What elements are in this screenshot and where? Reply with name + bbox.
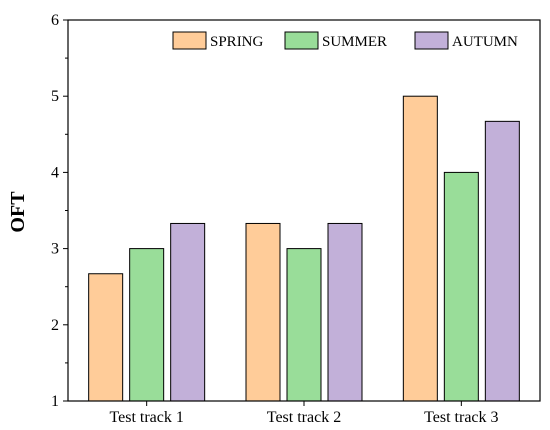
bar-autumn-1 [170, 222, 206, 402]
y-axis-label: OFT [7, 191, 29, 233]
y-tick-label: 5 [51, 88, 59, 105]
bar-autumn-2 [327, 222, 363, 402]
bar-spring-3 [402, 95, 438, 402]
axes-group: Test track 1 Test track 2 Test track 3 1 2 3 4… [51, 12, 541, 426]
legend: SPRING SUMMER AUTUMN [172, 31, 518, 50]
legend-swatch-spring [172, 31, 207, 50]
bar-summer-3 [443, 171, 479, 402]
y-tick-label: 3 [51, 241, 59, 258]
x-tick-label: Test track 2 [267, 409, 341, 426]
legend-label-spring: SPRING [210, 34, 264, 50]
legend-swatch-autumn [414, 31, 449, 50]
y-tick-label: 4 [51, 164, 59, 181]
y-tick-label: 1 [51, 393, 59, 410]
legend-label-autumn: AUTUMN [452, 34, 518, 50]
x-tick-label: Test track 3 [424, 409, 498, 426]
y-tick-label: 2 [51, 317, 59, 334]
bars-group [88, 95, 520, 402]
bar-autumn-3 [484, 120, 520, 402]
legend-label-summer: SUMMER [322, 34, 387, 50]
bar-summer-1 [129, 248, 165, 402]
bar-spring-1 [88, 273, 124, 402]
bar-spring-2 [245, 222, 281, 402]
legend-swatch-summer [284, 31, 319, 50]
y-tick-label: 6 [51, 12, 59, 29]
bar-summer-2 [286, 248, 322, 402]
x-tick-label: Test track 1 [109, 409, 183, 426]
